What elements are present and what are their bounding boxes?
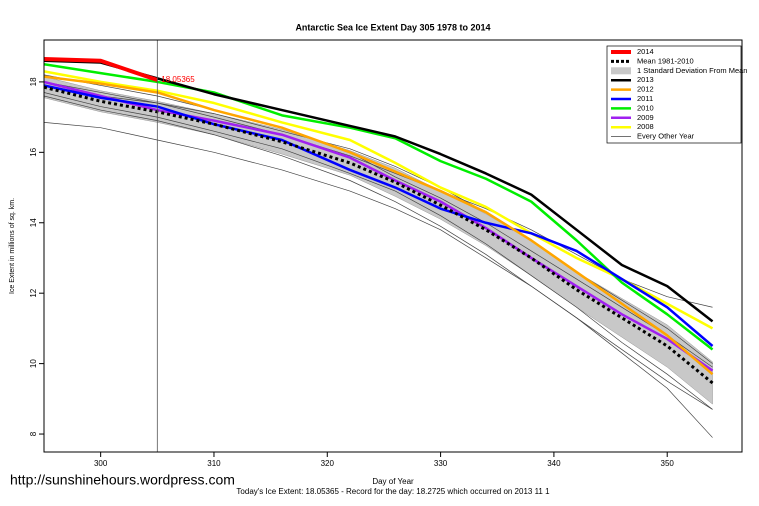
x-tick-label: 310 [207, 459, 221, 468]
legend-label: 2012 [637, 85, 654, 94]
series-line [44, 57, 158, 82]
x-tick-label: 320 [321, 459, 335, 468]
legend-label: Every Other Year [637, 132, 695, 141]
value-label: 18.05365 [161, 75, 195, 84]
x-axis-label: Day of Year [372, 477, 414, 486]
legend-label: 2008 [637, 122, 654, 131]
y-tick-label: 16 [29, 147, 38, 156]
x-tick-label: 300 [94, 459, 108, 468]
y-tick-label: 8 [29, 431, 38, 436]
footnote: Today's Ice Extent: 18.05365 - Record fo… [236, 487, 550, 496]
legend-swatch [611, 67, 631, 75]
legend-label: 2011 [637, 94, 653, 103]
series-line [44, 85, 714, 385]
x-tick-label: 340 [547, 459, 561, 468]
x-tick-label: 350 [661, 459, 675, 468]
other-year-line [44, 85, 713, 364]
legend-label: 2009 [637, 113, 654, 122]
legend-label: Mean 1981-2010 [637, 56, 694, 65]
series-line [44, 84, 714, 347]
y-tick-label: 18 [29, 77, 38, 86]
chart-title: Antarctic Sea Ice Extent Day 305 1978 to… [295, 22, 490, 32]
y-tick-label: 10 [29, 359, 38, 368]
watermark: http://sunshinehours.wordpress.com [10, 472, 235, 488]
x-tick-label: 330 [434, 459, 448, 468]
y-axis-label: Ice Extent in millions of sq. km. [9, 198, 16, 294]
other-year-line [44, 92, 713, 410]
y-tick-label: 14 [29, 218, 38, 227]
series-line [44, 59, 714, 323]
legend-label: 2013 [637, 75, 654, 84]
series-line [44, 75, 714, 376]
plot-frame [43, 39, 743, 453]
plot-area [44, 57, 714, 438]
y-tick-label: 12 [29, 288, 38, 297]
legend-label: 2014 [637, 47, 654, 56]
series-line [44, 80, 714, 372]
legend-label: 1 Standard Deviation From Mean [637, 66, 747, 75]
other-year-line [44, 95, 713, 438]
other-year-line [44, 122, 713, 410]
other-year-line [44, 74, 713, 368]
legend-label: 2010 [637, 103, 654, 112]
